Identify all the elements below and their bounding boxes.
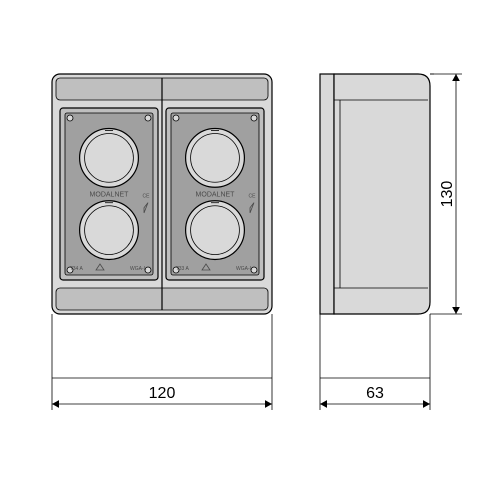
module-code: 733 A	[176, 266, 189, 272]
brand-label: MODALNET	[90, 192, 130, 199]
front-view: MODALNET 734 A WGA-L CE MODALNET 733 A WGA-L CE	[52, 74, 272, 314]
side-view	[320, 74, 430, 314]
svg-text:CE: CE	[143, 193, 151, 199]
dim-width: 120	[149, 385, 176, 402]
svg-text:CE: CE	[249, 193, 257, 199]
dim-height: 130	[439, 181, 456, 208]
std-label: WGA-L	[130, 266, 147, 272]
std-label: WGA-L	[236, 266, 253, 272]
brand-label: MODALNET	[196, 192, 236, 199]
dim-depth: 63	[366, 385, 384, 402]
technical-drawing: MODALNET 734 A WGA-L CE MODALNET 733 A WGA-L CE…	[0, 0, 500, 500]
module-code: 734 A	[70, 266, 83, 272]
